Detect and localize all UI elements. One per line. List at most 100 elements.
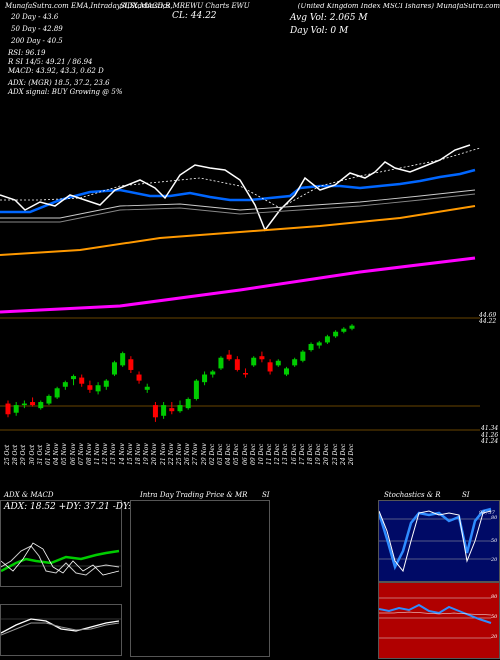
date-tick-label: 06 Dec (241, 443, 249, 465)
date-tick-label: 05 Nov (61, 443, 69, 465)
rsi-level-20: 20 (491, 634, 498, 640)
ema-dashed-line (0, 147, 481, 209)
ema50-line (0, 205, 476, 256)
price-label-top-a: 44.69 (479, 312, 497, 319)
date-tick-label: 08 Nov (85, 443, 93, 465)
candle-body (144, 386, 150, 390)
date-tick-label: 31 Oct (36, 444, 44, 465)
rsi-lines (379, 597, 492, 639)
candle-body (30, 402, 36, 406)
date-tick-label: 13 Dec (282, 443, 290, 465)
ema-grey-line-a (0, 189, 476, 219)
date-tick-label: 26 Nov (184, 443, 192, 465)
close-price: CL: 44.22 (172, 11, 217, 21)
stoch-level-20: 20 (491, 557, 498, 563)
date-tick-label: 03 Dec (216, 443, 224, 465)
candle-body (193, 380, 199, 399)
date-tick-label: 13 Nov (110, 443, 118, 465)
price-label-low-c: 41.24 (481, 438, 499, 445)
date-tick-label: 10 Dec (257, 443, 265, 465)
adx-panel-title: ADX & MACD (4, 491, 54, 499)
price-label-top-b: 44.22 (479, 318, 497, 325)
adx-line (1, 545, 120, 576)
candle-body (251, 357, 257, 366)
date-tick-label: 20 Dec (323, 443, 331, 465)
candle-body (62, 382, 68, 387)
candle-body (111, 362, 117, 375)
date-tick-label: 17 Dec (298, 443, 306, 465)
candle-body (87, 385, 93, 390)
candle-body (210, 371, 216, 375)
candle-body (21, 403, 27, 406)
stochastics-panel-title: Stochastics & R (384, 491, 441, 499)
candle-body (169, 408, 175, 412)
stochastics-si-label: SI (462, 491, 470, 499)
ema-grey-line-b (0, 193, 476, 223)
macd-line (1, 618, 120, 634)
candle-body (308, 343, 314, 351)
ema50-value: 50 Day - 42.89 (11, 25, 63, 33)
date-tick-label: 04 Dec (225, 443, 233, 465)
candle-body (243, 373, 249, 375)
date-tick-label: 28 Oct (12, 444, 20, 465)
candle-body (152, 405, 158, 418)
stoch-d-line (379, 510, 492, 573)
candle-body (283, 368, 289, 375)
date-tick-label: 24 Dec (339, 443, 347, 465)
candle-body (95, 385, 101, 392)
date-tick-label: 09 Dec (249, 443, 257, 465)
candle-body (267, 362, 273, 372)
ema200-line (0, 256, 476, 314)
date-tick-label: 06 Nov (69, 443, 77, 465)
candle-body (292, 359, 298, 366)
day-volume: Day Vol: 0 M (290, 26, 349, 36)
candle-body (103, 380, 109, 387)
candle-body (324, 336, 330, 343)
rsi-value: RSI: 96.19 (8, 49, 46, 57)
candle-body (341, 328, 347, 332)
candle-body (185, 398, 191, 409)
date-tick-label: 19 Nov (143, 443, 151, 465)
date-tick-label: 18 Nov (135, 443, 143, 465)
date-tick-label: 07 Nov (77, 443, 85, 465)
ema20-line (0, 168, 476, 214)
macd-value: MACD: 43.92, 43.3, 0.62 D (8, 67, 104, 75)
date-tick-label: 16 Dec (290, 443, 298, 465)
candle-body (46, 395, 52, 404)
date-axis: 25 Oct 28 Oct 29 Oct 30 Oct 31 Oct 01 Nov 04 N… (0, 443, 500, 485)
date-tick-label: 19 Dec (315, 443, 323, 465)
candle-body (259, 356, 265, 360)
company-caption: (United Kingdom Index MSCI Ishares) Muna… (297, 3, 500, 10)
adx-minus-di-line (1, 542, 120, 576)
date-tick-label: 01 Nov (44, 443, 52, 465)
stoch-level-50: 50 (491, 538, 498, 544)
date-tick-label: 11 Nov (94, 443, 102, 465)
adx-panel: ADX: 18.52 +DY: 37.21 -DY: 25.58 (0, 500, 160, 587)
macd-signal-line (1, 622, 120, 636)
rsi-level-50: 50 (491, 614, 498, 620)
candle-body (71, 376, 77, 380)
stoch-tag: 96, 37 (479, 510, 495, 516)
macd-lines (1, 618, 121, 636)
candle-body (300, 351, 306, 361)
date-tick-label: 30 Oct (28, 444, 36, 465)
candle-body (234, 359, 240, 370)
candle-body (79, 377, 85, 384)
stochastics-panel: 80 50 20 96, 37 (378, 500, 500, 582)
date-tick-label: 29 Oct (20, 444, 28, 465)
price-label-low-a: 41.34 (481, 425, 499, 432)
candle-body (136, 374, 142, 381)
date-tick-label: 18 Dec (307, 443, 315, 465)
price-label-low-b: 41.26 (481, 432, 499, 439)
rsi-level-80: 80 (491, 594, 498, 600)
date-tick-label: 23 Dec (331, 443, 339, 465)
date-tick-label: 26 Dec (348, 443, 355, 465)
date-tick-label: 04 Nov (53, 443, 61, 465)
date-tick-label: 02 Dec (208, 443, 216, 465)
candle-body (120, 353, 126, 366)
date-tick-label: 12 Dec (274, 443, 282, 465)
symbol-caption: EWU Charts EWU (185, 2, 250, 10)
adx-lines (1, 542, 121, 576)
mrsi-line (379, 611, 492, 616)
